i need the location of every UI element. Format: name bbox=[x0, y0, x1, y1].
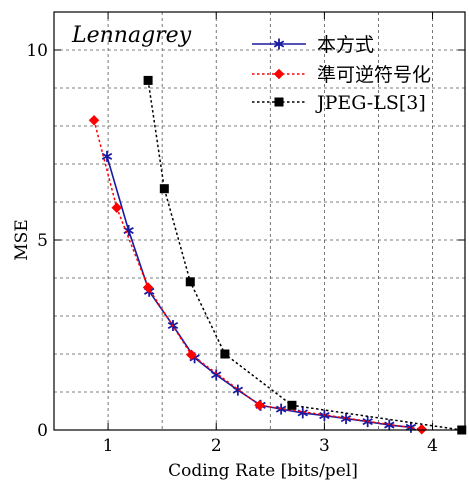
legend-item: 本方式 bbox=[252, 34, 374, 56]
x-tick-label: 1 bbox=[103, 436, 114, 456]
asterisk-marker bbox=[211, 369, 222, 381]
diamond-marker bbox=[416, 423, 428, 435]
y-tick-label: 10 bbox=[26, 41, 48, 61]
asterisk-marker bbox=[405, 421, 417, 433]
diamond-marker bbox=[186, 349, 197, 361]
legend-item: JPEG-LS[3] bbox=[252, 92, 426, 114]
legend-label: JPEG-LS[3] bbox=[315, 92, 426, 114]
annotation-label: Lennagrey bbox=[71, 23, 192, 48]
asterisk-marker bbox=[273, 38, 285, 50]
y-tick-label: 0 bbox=[37, 421, 48, 441]
square-marker bbox=[159, 184, 169, 194]
square-marker bbox=[143, 75, 153, 85]
square-marker bbox=[274, 97, 284, 107]
series-line bbox=[147, 80, 462, 431]
legend-label: 準可逆符号化 bbox=[317, 64, 431, 86]
asterisk-marker bbox=[101, 150, 113, 162]
x-axis-title: Coding Rate [bits/pel] bbox=[168, 461, 358, 481]
asterisk-marker bbox=[340, 413, 352, 425]
series-layer bbox=[88, 75, 467, 435]
y-tick-label: 5 bbox=[37, 231, 48, 251]
diamond-marker bbox=[111, 202, 123, 214]
diamond-marker bbox=[142, 282, 154, 293]
square-marker bbox=[185, 277, 195, 287]
x-tick-label: 2 bbox=[211, 436, 222, 456]
diamond-marker bbox=[88, 114, 100, 126]
x-tick-label: 3 bbox=[319, 436, 330, 456]
asterisk-marker bbox=[232, 384, 244, 396]
series-line bbox=[93, 120, 422, 430]
diamond-marker bbox=[254, 399, 265, 411]
plot-frame bbox=[53, 11, 466, 431]
x-tick-label: 4 bbox=[427, 436, 438, 456]
series-jun-kagyaku bbox=[88, 114, 428, 435]
axes-layer: 1 2 3 4 0 5 10 bbox=[26, 11, 466, 456]
square-marker bbox=[287, 400, 297, 410]
asterisk-marker bbox=[275, 403, 287, 415]
legend-label: 本方式 bbox=[317, 34, 374, 56]
legend-item: 準可逆符号化 bbox=[252, 64, 431, 86]
y-axis-title: MSE bbox=[12, 219, 32, 260]
square-marker bbox=[220, 349, 230, 359]
grid-layer bbox=[54, 11, 465, 430]
diamond-marker bbox=[273, 68, 285, 80]
asterisk-marker bbox=[123, 225, 134, 236]
